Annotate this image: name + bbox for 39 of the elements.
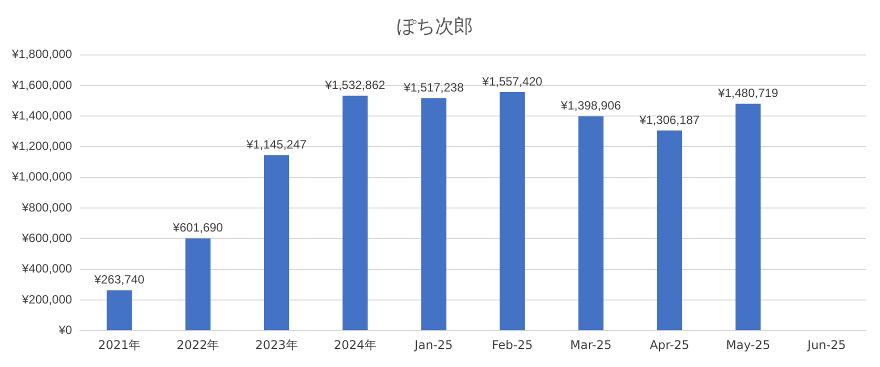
y-tick-label: ¥0 (58, 322, 72, 337)
y-tick-label: ¥400,000 (20, 262, 72, 276)
bar (736, 104, 761, 330)
data-label: ¥263,740 (93, 272, 145, 286)
x-tick-label: Apr-25 (650, 338, 690, 352)
data-label: ¥1,145,247 (246, 137, 307, 152)
y-tick-label: ¥1,000,000 (10, 170, 72, 184)
y-tick-label: ¥800,000 (20, 200, 72, 214)
bar (421, 98, 446, 330)
data-label: ¥1,306,187 (638, 112, 700, 127)
data-label: ¥1,557,420 (481, 74, 543, 88)
x-tick-label: Feb-25 (492, 338, 533, 352)
y-tick-label: ¥1,400,000 (10, 108, 72, 122)
x-tick-label: Jun-25 (806, 338, 846, 352)
x-tick-label: 2022年 (176, 338, 220, 352)
x-tick-label: Jan-25 (414, 338, 453, 352)
bar (185, 238, 211, 330)
y-tick-label: ¥1,800,000 (10, 47, 72, 62)
y-tick-label: ¥1,600,000 (10, 78, 72, 92)
data-label: ¥601,690 (172, 220, 224, 235)
data-label: ¥1,398,906 (560, 98, 622, 113)
data-label: ¥1,480,719 (717, 86, 778, 100)
data-label: ¥1,532,862 (324, 78, 386, 92)
bar (500, 92, 525, 330)
y-tick-label: ¥600,000 (20, 230, 72, 245)
x-tick-label: 2024年 (334, 338, 376, 352)
bar (656, 130, 682, 330)
chart-title: ぽち次郎 (397, 15, 473, 38)
x-tick-label: 2021年 (98, 338, 141, 352)
bar (578, 116, 604, 330)
y-tick-label: ¥200,000 (20, 292, 72, 306)
y-tick-label: ¥1,200,000 (10, 139, 72, 154)
x-tick-label: May-25 (726, 338, 770, 352)
bar (264, 155, 290, 330)
data-label: ¥1,517,238 (402, 80, 464, 94)
bar (342, 96, 368, 330)
x-tick-label: 2023年 (255, 338, 298, 352)
bar (106, 290, 132, 330)
x-tick-label: Mar-25 (570, 338, 612, 352)
